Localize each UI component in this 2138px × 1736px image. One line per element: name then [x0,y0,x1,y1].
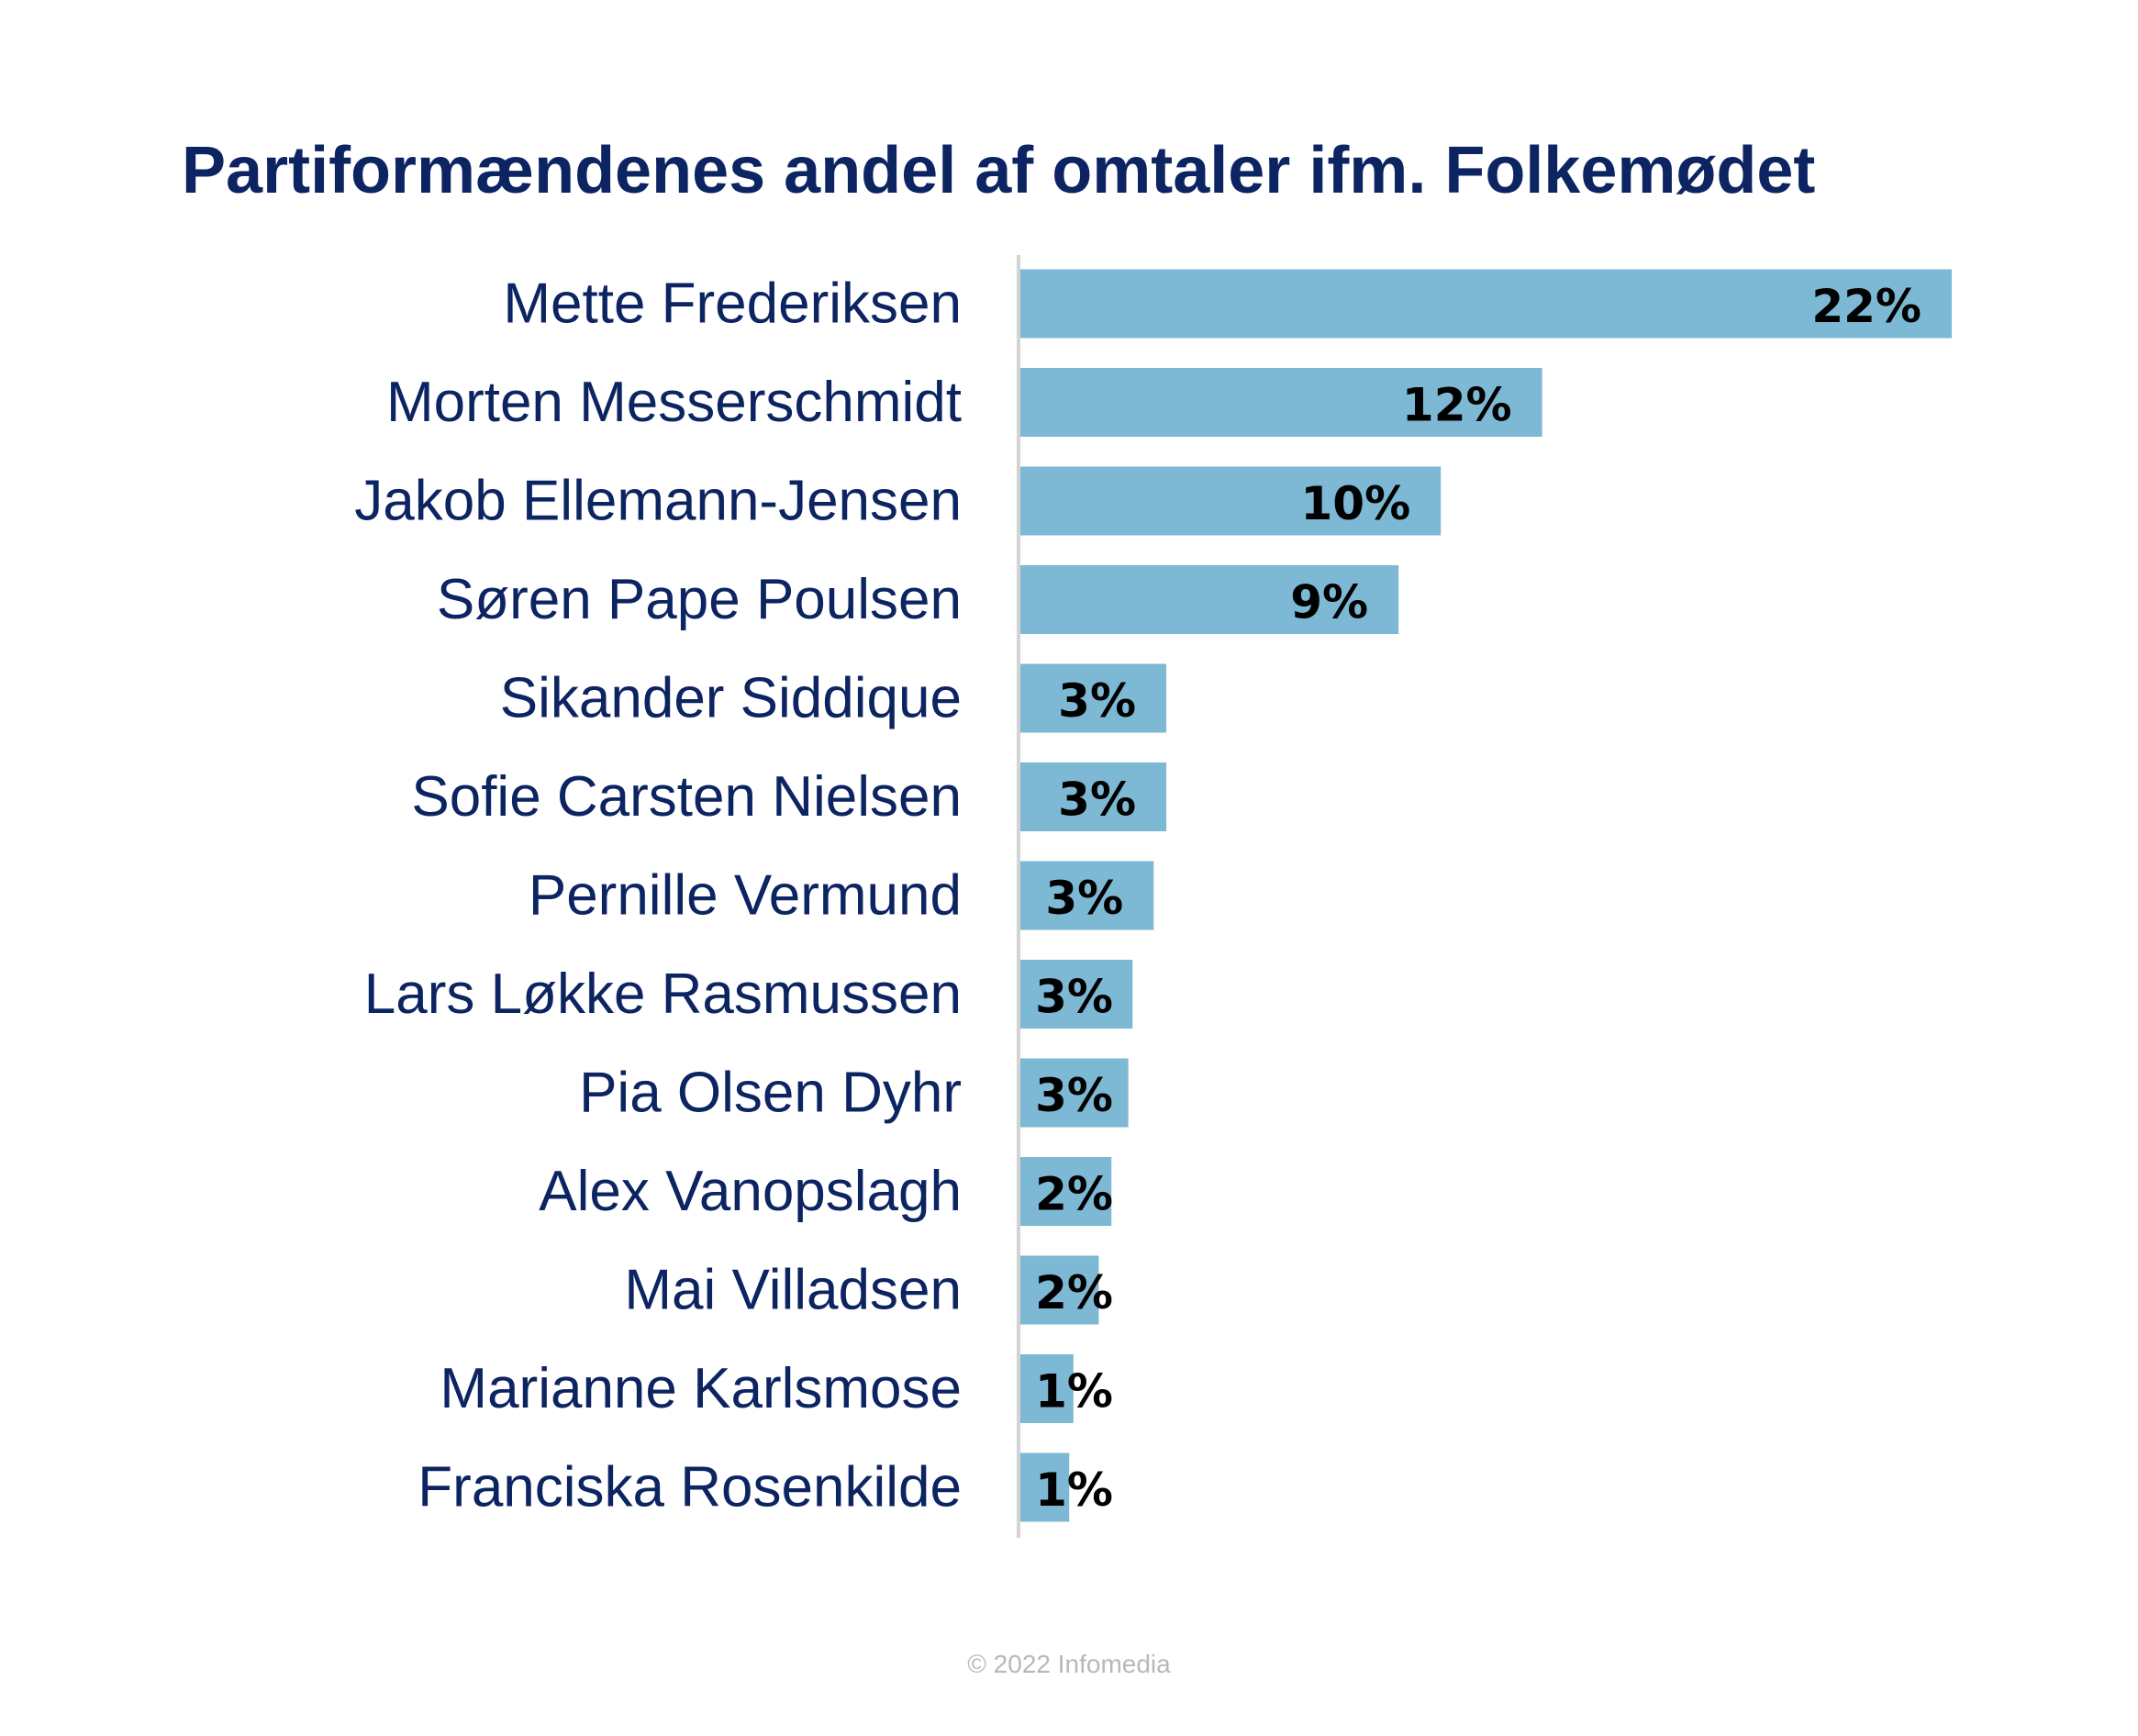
bar [1019,1255,1099,1325]
category-label: Mette Frederiksen [503,273,962,336]
category-label: Pernille Vermund [529,864,962,928]
bar [1019,1058,1129,1128]
value-label: 3% [1035,971,1113,1024]
category-label: Pia Olsen Dyhr [579,1062,962,1125]
chart-title: Partiformændenes andel af omtaler ifm. F… [182,134,1816,207]
bar [1019,1354,1074,1423]
value-label: 3% [1035,1069,1113,1122]
value-label: 3% [1058,773,1136,827]
bar [1019,1157,1112,1226]
bar [1019,1452,1070,1522]
value-label: 1% [1035,1365,1113,1419]
value-label: 1% [1035,1463,1113,1517]
value-label: 2% [1035,1168,1113,1221]
value-label: 22% [1811,280,1921,333]
bar [1019,269,1952,339]
category-label: Søren Pape Poulsen [437,568,962,631]
value-label: 2% [1035,1266,1113,1319]
value-label: 3% [1058,674,1136,728]
copyright-notice: © 2022 Infomedia [967,1650,1171,1678]
category-label: Marianne Karlsmose [440,1357,962,1420]
category-label: Sikander Siddique [500,667,962,730]
category-label: Alex Vanopslagh [539,1160,962,1223]
bar [1019,466,1442,536]
bar [1019,368,1542,437]
category-labels-layer: Mette Frederiksen Morten Messerschmidt Jak… [354,273,962,1519]
bar [1019,565,1399,634]
value-label: 9% [1290,576,1368,629]
bars-layer [1019,269,1952,1522]
value-label: 10% [1300,477,1410,530]
bar [1019,663,1167,733]
category-label: Sofie Carsten Nielsen [411,765,962,829]
category-label: Franciska Rosenkilde [418,1456,962,1519]
value-label: 12% [1402,379,1512,432]
category-label: Lars Løkke Rasmussen [364,963,962,1026]
bar [1019,960,1133,1029]
category-label: Morten Messerschmidt [386,371,962,434]
bar [1019,762,1167,831]
value-label: 3% [1045,872,1123,925]
category-label: Mai Villadsen [624,1259,962,1322]
category-label: Jakob Ellemann-Jensen [354,470,962,533]
bar [1019,861,1154,930]
value-labels-layer: 22% 12% 10% 9% 3% 3% 3% 3% 3% 2% 2% 1% 1% [1035,280,1921,1517]
